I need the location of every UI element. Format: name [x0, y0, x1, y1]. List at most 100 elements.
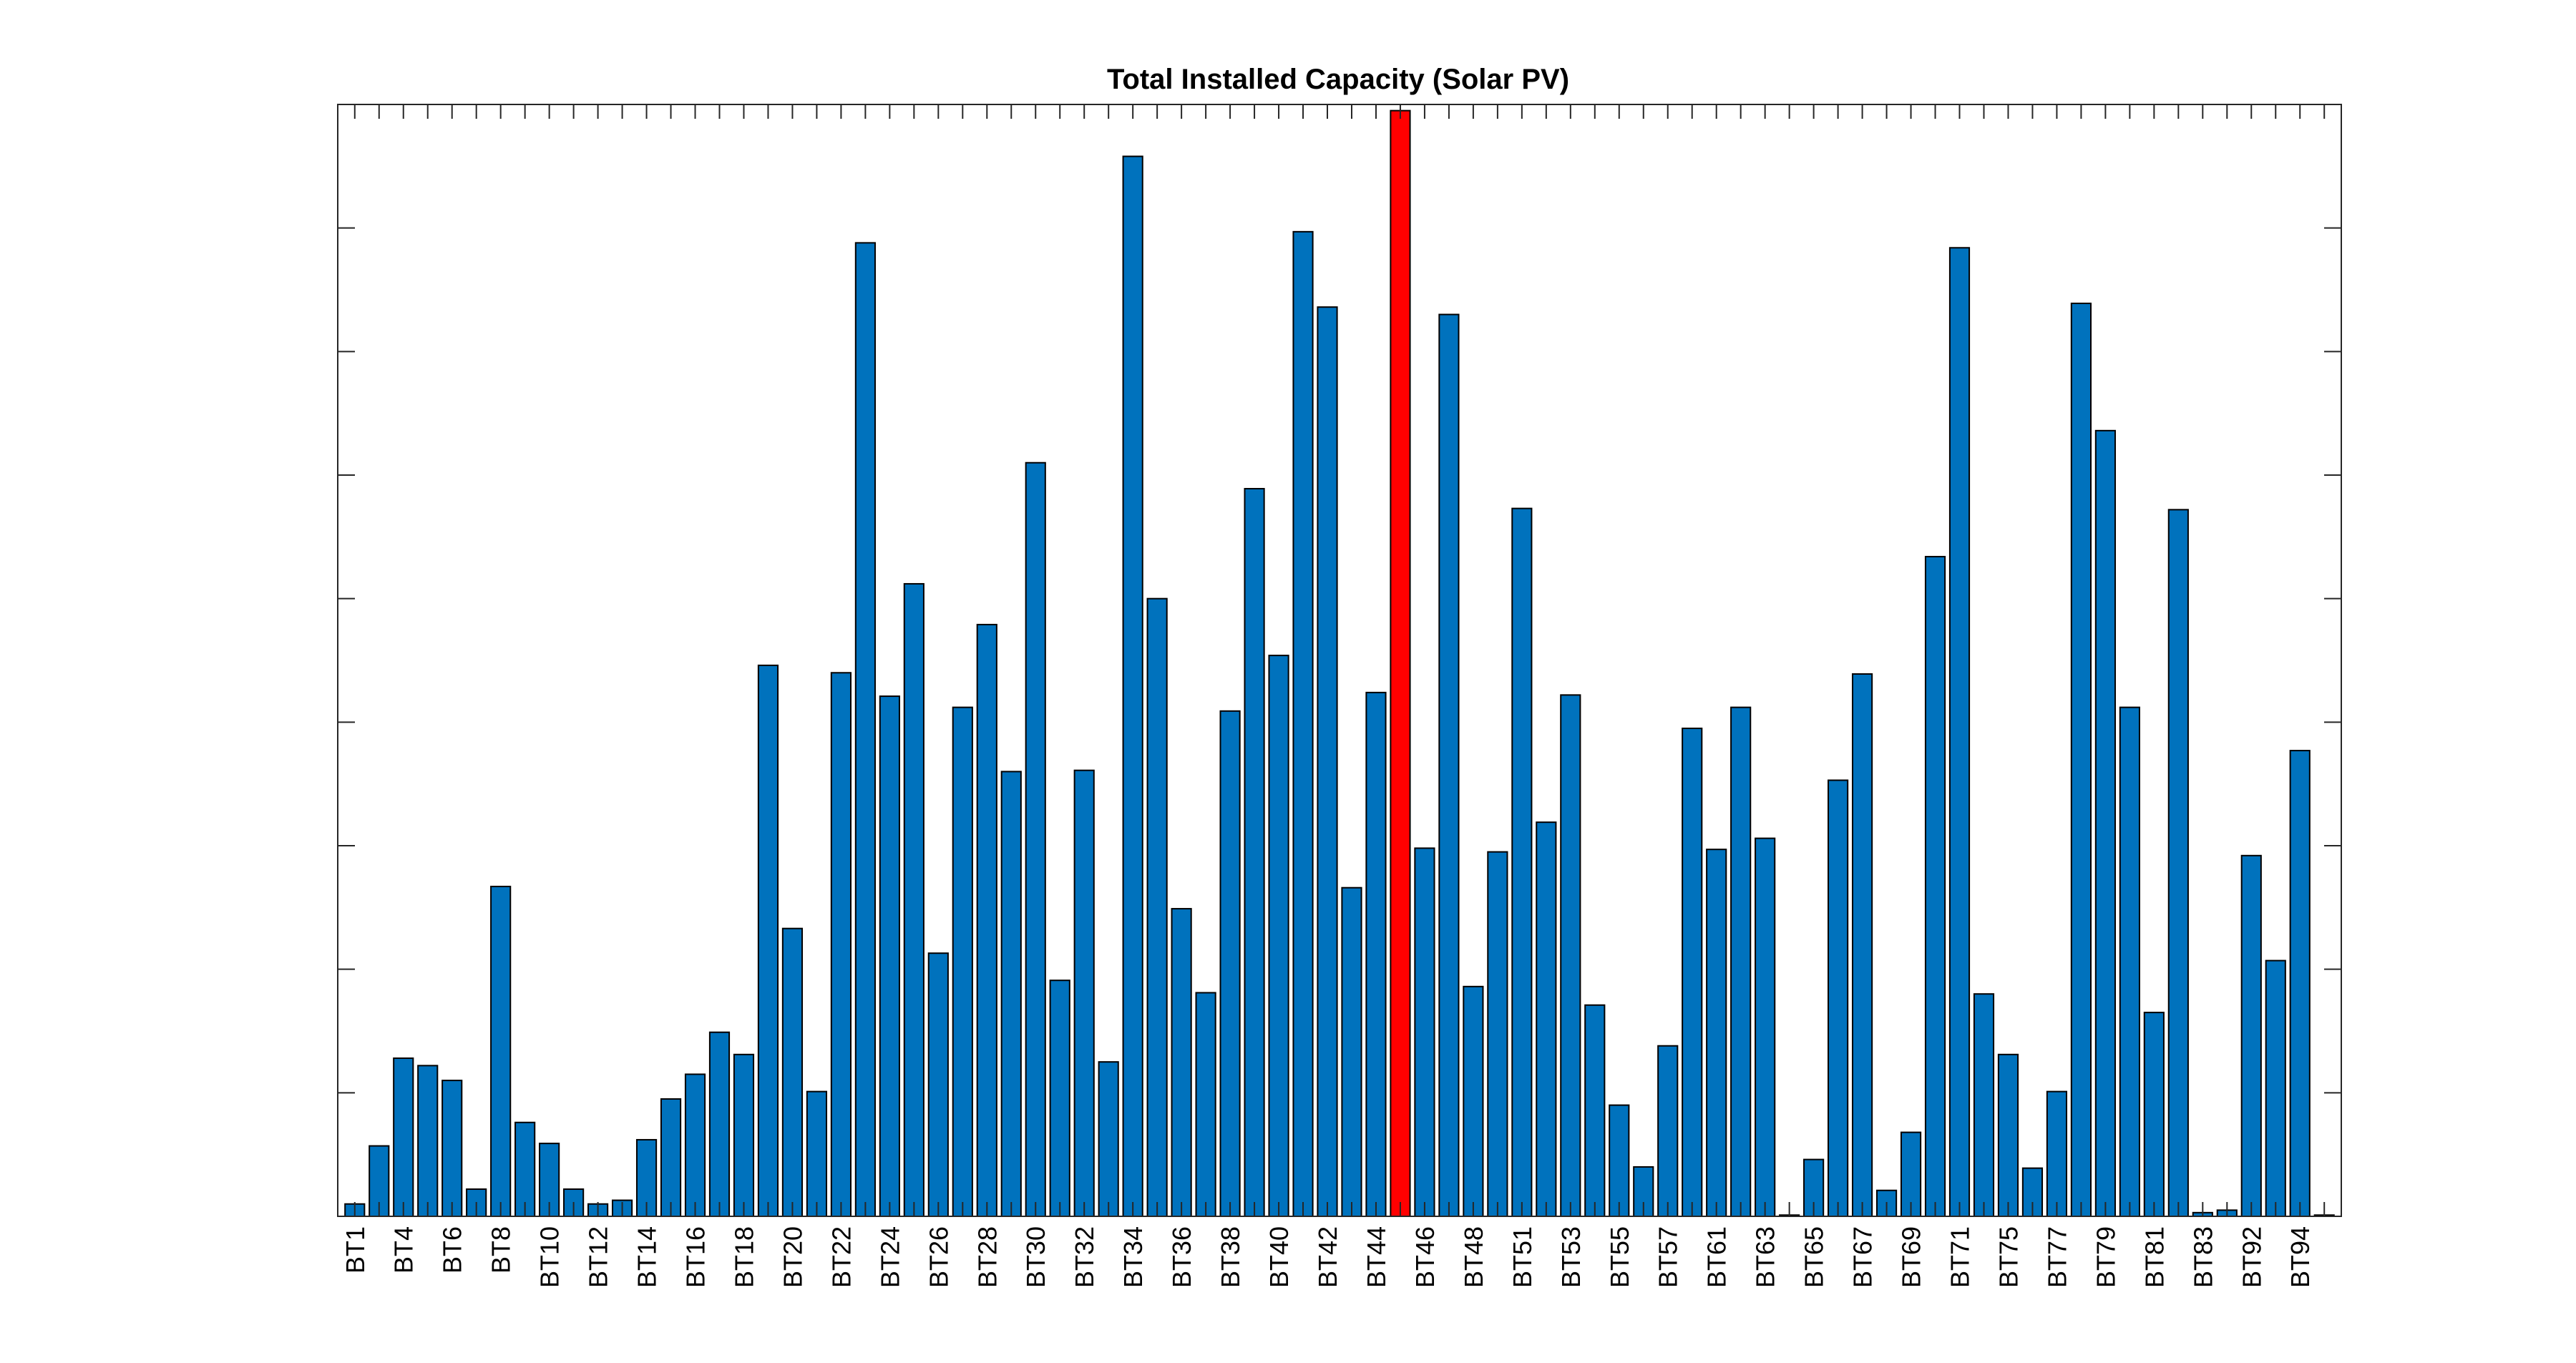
bar-BT53 [1560, 694, 1581, 1217]
x-tick-label-BT20: BT20 [778, 1226, 807, 1288]
bar-BT24 [879, 695, 900, 1217]
bar-BT42 [1317, 306, 1338, 1217]
x-tick-label-BT61: BT61 [1702, 1226, 1732, 1288]
x-tick-label-BT18: BT18 [729, 1226, 758, 1288]
x-tick-label-BT12: BT12 [584, 1226, 613, 1288]
bar-BT52 [1536, 821, 1557, 1217]
x-tick-label-BT53: BT53 [1556, 1226, 1586, 1288]
x-tick-label-BT55: BT55 [1605, 1226, 1634, 1288]
bar-BT61 [1706, 849, 1727, 1218]
bar-BT51 [1511, 507, 1533, 1217]
bar-BT26 [927, 952, 949, 1217]
x-tick-label-BT1: BT1 [341, 1226, 370, 1274]
bar-BT16 [684, 1073, 706, 1218]
bar-BT39 [1244, 487, 1265, 1217]
bar-BT81 [2143, 1012, 2165, 1217]
x-tick-label-BT32: BT32 [1070, 1226, 1099, 1288]
bar-BT58 [1682, 727, 1703, 1217]
bar-BT79 [2094, 429, 2116, 1218]
bar-BT23 [854, 242, 876, 1217]
chart-title: Total Installed Capacity (Solar PV) [1107, 64, 1569, 95]
bar-BT36 [1171, 908, 1192, 1218]
bar-BT78 [2070, 302, 2092, 1217]
x-tick-label-BT69: BT69 [1897, 1226, 1926, 1288]
bar-BT20 [781, 927, 804, 1217]
bar-BT17 [708, 1031, 731, 1217]
bar-BT29 [1000, 771, 1022, 1217]
x-tick-label-BT83: BT83 [2188, 1226, 2218, 1288]
bar-BT57 [1657, 1045, 1679, 1217]
bar-BT80 [2119, 706, 2140, 1217]
bar-BT43 [1341, 886, 1362, 1217]
x-tick-label-BT67: BT67 [1848, 1226, 1878, 1288]
bar-BT47 [1438, 313, 1460, 1217]
x-tick-label-BT63: BT63 [1751, 1226, 1780, 1288]
x-tick-label-BT24: BT24 [875, 1226, 904, 1288]
bar-BT49 [1487, 851, 1508, 1217]
bar-BT66 [1828, 779, 1849, 1217]
x-tick-label-BT30: BT30 [1021, 1226, 1050, 1288]
x-tick-label-BT57: BT57 [1654, 1226, 1683, 1288]
bar-BT71 [1948, 247, 1971, 1217]
x-tick-label-BT34: BT34 [1118, 1226, 1148, 1288]
bar-BT22 [830, 672, 852, 1217]
bar-BT37 [1195, 992, 1216, 1217]
x-tick-label-BT40: BT40 [1264, 1226, 1294, 1288]
bar-BT77 [2046, 1090, 2068, 1217]
bar-BT28 [976, 623, 997, 1217]
bar-BT25 [903, 582, 924, 1217]
bar-BT48 [1463, 985, 1484, 1217]
bar-BT41 [1292, 230, 1314, 1218]
bar-BT34 [1122, 155, 1143, 1217]
bar-BT8 [490, 885, 512, 1217]
x-tick-label-BT22: BT22 [826, 1226, 856, 1288]
bar-BT55 [1609, 1104, 1630, 1217]
x-tick-label-BT6: BT6 [438, 1226, 467, 1274]
x-tick-label-BT10: BT10 [535, 1226, 565, 1288]
x-tick-label-BT8: BT8 [487, 1226, 516, 1274]
bar-BT31 [1049, 979, 1070, 1217]
x-tick-label-BT75: BT75 [1994, 1226, 2023, 1288]
bar-BT75 [1997, 1053, 2019, 1218]
bar-BT46 [1414, 847, 1435, 1217]
bar-BT33 [1098, 1061, 1119, 1218]
x-tick-label-BT36: BT36 [1167, 1226, 1196, 1288]
x-tick-label-BT4: BT4 [389, 1226, 419, 1274]
x-tick-label-BT71: BT71 [1946, 1226, 1975, 1288]
bar-BT9 [514, 1121, 536, 1218]
x-tick-labels: BT1 BT4 BT6 BT8 BT10 BT12 BT14 BT16 BT18 BT20 BT22… [341, 1226, 2315, 1288]
bar-BT94 [2289, 750, 2311, 1218]
bar-BT63 [1755, 837, 1776, 1217]
x-tick-label-BT26: BT26 [924, 1226, 953, 1288]
x-tick-label-BT79: BT79 [2091, 1226, 2120, 1288]
bar-BT21 [806, 1090, 828, 1217]
x-tick-label-BT16: BT16 [681, 1226, 711, 1288]
x-tick-label-BT46: BT46 [1410, 1226, 1440, 1288]
bar-BT35 [1146, 597, 1168, 1217]
bar-BT15 [660, 1098, 682, 1217]
bar-BT27 [952, 706, 973, 1217]
x-tick-label-BT94: BT94 [2285, 1226, 2315, 1288]
x-tick-label-BT38: BT38 [1216, 1226, 1245, 1288]
bar-BT70 [1924, 555, 1946, 1217]
bar-BT40 [1268, 655, 1289, 1217]
bar-BT62 [1730, 706, 1752, 1217]
bar-BT93 [2265, 959, 2286, 1217]
bar-BT44 [1365, 691, 1387, 1217]
bar-BT32 [1073, 769, 1095, 1218]
x-tick-label-BT44: BT44 [1362, 1226, 1391, 1288]
axes-box [337, 104, 2342, 1217]
x-tick-label-BT28: BT28 [972, 1226, 1002, 1288]
axes-layer [337, 104, 2342, 1217]
x-tick-label-BT48: BT48 [1459, 1226, 1488, 1288]
bar-BT4 [393, 1057, 414, 1217]
x-tick-label-BT14: BT14 [633, 1226, 662, 1288]
bar-BT92 [2240, 854, 2262, 1218]
bar-BT18 [733, 1053, 755, 1218]
x-tick-label-BT81: BT81 [2140, 1226, 2169, 1288]
bar-BT6 [441, 1080, 463, 1217]
bar-BT72 [1973, 993, 1995, 1217]
x-tick-label-BT92: BT92 [2237, 1226, 2266, 1288]
